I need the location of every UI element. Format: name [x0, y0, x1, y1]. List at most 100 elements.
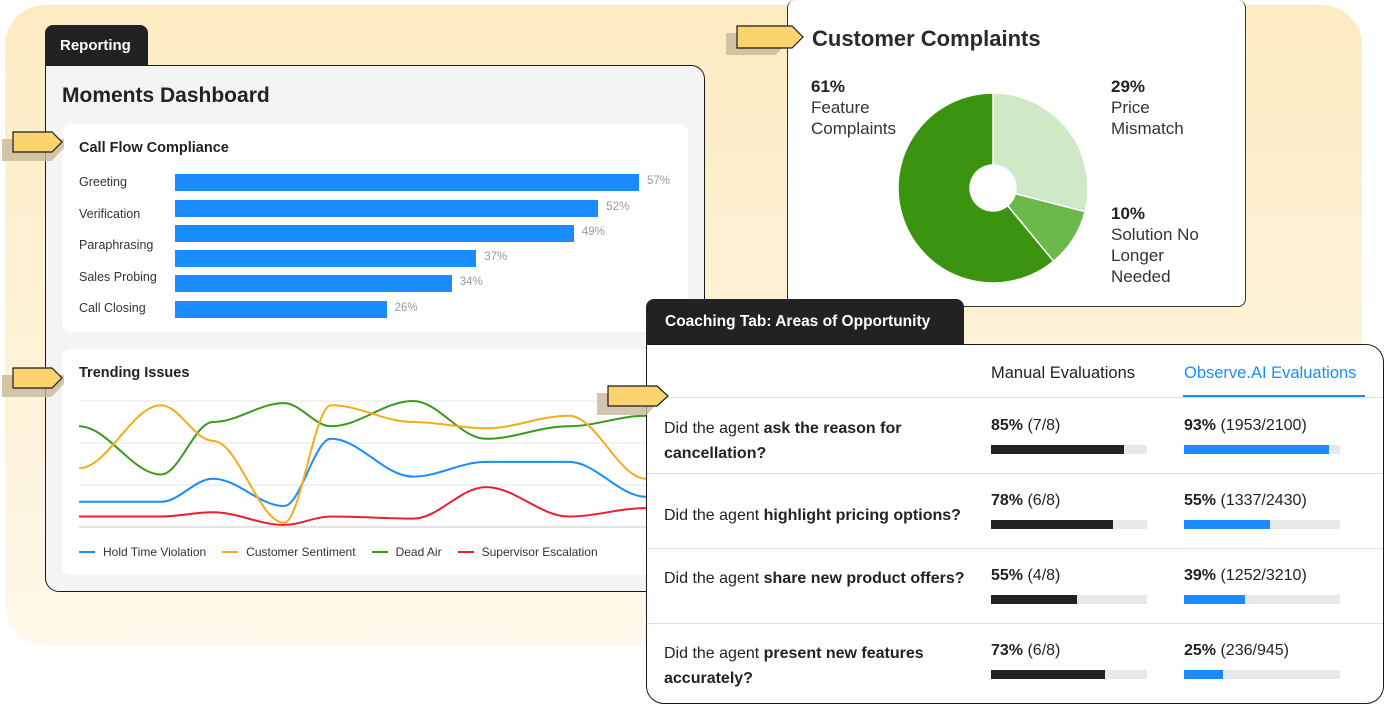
observe-progress-fill [1184, 670, 1223, 679]
manual-progress-fill [991, 595, 1077, 604]
manual-progress-fill [991, 520, 1113, 529]
pie-label-price-mismatch: 29% Price Mismatch [1111, 76, 1184, 139]
pie-slice-price-mismatch [992, 92, 1089, 213]
manual-metric: 85% (7/8) [991, 417, 1061, 434]
dashboard-title: Moments Dashboard [62, 84, 270, 107]
pie-pct-solution-no-longer-needed: 10% [1111, 204, 1146, 223]
trending-issues-chart [78, 399, 688, 528]
pie-label-solution-no-longer-needed: 10% Solution No Longer Needed [1111, 203, 1199, 287]
row-divider [647, 548, 1383, 549]
legend-label: Hold Time Violation [103, 545, 207, 559]
manual-progress-track [991, 445, 1147, 454]
observe-progress-fill [1184, 595, 1245, 604]
series-line-dead-air [78, 399, 647, 476]
trending-legend: Hold Time Violation Customer Sentiment Dea… [79, 545, 598, 559]
series-line-supervisor-escalation [79, 486, 647, 526]
manual-progress-track [991, 670, 1147, 679]
legend-label: Supervisor Escalation [481, 545, 598, 559]
manual-metric: 78% (6/8) [991, 492, 1061, 509]
pie-name-line: Mismatch [1111, 119, 1184, 138]
observe-metric: 25% (236/945) [1184, 642, 1289, 659]
pie-name-line: Longer [1111, 246, 1164, 265]
row-divider [647, 473, 1383, 474]
customer-complaints-card: Customer Complaints 61% Feature Complain… [787, 0, 1246, 307]
trending-issues-card: Trending Issues Hold Time Violation Custo… [62, 349, 688, 575]
cfc-bar-value-label: 49% [581, 226, 605, 238]
question-text: Did the agent share new product offers? [664, 570, 965, 587]
callout-arrow-trending [2, 367, 82, 397]
manual-metric: 73% (6/8) [991, 642, 1061, 659]
coaching-tab-label: Coaching Tab: Areas of Opportunity [665, 313, 931, 330]
manual-progress-fill [991, 670, 1105, 679]
pie-name-line: Complaints [811, 119, 897, 138]
question-text: Did the agent highlight pricing options? [664, 507, 961, 524]
cfc-bar [175, 174, 639, 191]
cfc-bar-value-label: 37% [484, 251, 508, 263]
manual-metric: 55% (4/8) [991, 567, 1061, 584]
observe-progress-track [1184, 670, 1340, 679]
observe-progress-fill [1184, 520, 1270, 529]
cfc-bar [175, 275, 452, 292]
reporting-tab[interactable]: Reporting [45, 25, 148, 65]
cfc-label-greeting: Greeting [79, 175, 127, 189]
cfc-bar [175, 225, 574, 242]
pie-name-line: Needed [1111, 267, 1171, 286]
pie-name-line: Solution No [1111, 225, 1199, 244]
column-manual-evaluations[interactable]: Manual Evaluations [991, 364, 1136, 382]
pie-label-feature-complaints: 61% Feature Complaints [811, 76, 896, 139]
legend-item[interactable]: Dead Air [371, 545, 442, 559]
row-divider [647, 623, 1383, 624]
legend-item[interactable]: Customer Sentiment [222, 545, 356, 559]
pie-pct-feature-complaints: 61% [811, 77, 846, 96]
pie-name-line: Price [1111, 98, 1150, 117]
row-divider [647, 397, 1383, 398]
callout-arrow-call-flow [2, 131, 82, 161]
trending-issues-title: Trending Issues [79, 365, 190, 381]
observe-progress-track [1184, 445, 1340, 454]
legend-label: Dead Air [395, 545, 442, 559]
manual-progress-track [991, 520, 1147, 529]
coaching-tab[interactable]: Coaching Tab: Areas of Opportunity [646, 299, 964, 345]
observe-progress-track [1184, 520, 1340, 529]
legend-label: Customer Sentiment [246, 545, 356, 559]
cfc-bar-value-label: 57% [647, 175, 671, 187]
callout-arrow-coaching [597, 385, 677, 415]
complaints-pie-chart [897, 92, 1089, 284]
cfc-bar-value-label: 34% [459, 276, 483, 288]
active-column-indicator [1183, 395, 1365, 397]
cfc-label-sales-probing: Sales Probing [79, 270, 157, 284]
moments-dashboard: Moments Dashboard Call Flow Compliance G… [45, 65, 705, 592]
cfc-bar-value-label: 26% [394, 302, 418, 314]
cfc-bar-value-label: 52% [606, 201, 630, 213]
cfc-bar [175, 301, 387, 318]
column-observe-ai-evaluations[interactable]: Observe.AI Evaluations [1184, 364, 1357, 382]
legend-swatch [371, 550, 388, 554]
pie-slice-feature-complaints [897, 92, 1055, 284]
observe-progress-fill [1184, 445, 1330, 454]
callout-arrow-complaints [726, 25, 806, 55]
legend-swatch [79, 550, 95, 554]
cfc-bar [175, 250, 477, 267]
legend-swatch [222, 550, 239, 554]
question-text: Did the agent ask the reason for cancell… [664, 420, 902, 462]
series-line-hold-time-violation [79, 437, 647, 508]
cfc-label-verification: Verification [79, 207, 141, 221]
legend-item[interactable]: Hold Time Violation [79, 545, 206, 559]
customer-complaints-title: Customer Complaints [812, 26, 1041, 51]
cfc-label-call-closing: Call Closing [79, 301, 146, 315]
call-flow-compliance-title: Call Flow Compliance [79, 140, 229, 156]
observe-metric: 93% (1953/2100) [1184, 417, 1307, 434]
observe-progress-track [1184, 595, 1340, 604]
cfc-bar [175, 200, 599, 217]
pie-name-line: Feature [811, 98, 870, 117]
manual-progress-fill [991, 445, 1124, 454]
question-text: Did the agent present new features accur… [664, 645, 924, 687]
observe-metric: 55% (1337/2430) [1184, 492, 1307, 509]
pie-pct-price-mismatch: 29% [1111, 77, 1146, 96]
manual-progress-track [991, 595, 1147, 604]
series-line-customer-sentiment [78, 404, 647, 524]
call-flow-compliance-card: Call Flow Compliance Greeting Verificati… [62, 124, 688, 332]
coaching-areas-table: Manual Evaluations Observe.AI Evaluation… [646, 344, 1384, 704]
legend-item[interactable]: Supervisor Escalation [457, 545, 598, 559]
cfc-label-paraphrasing: Paraphrasing [79, 238, 154, 252]
